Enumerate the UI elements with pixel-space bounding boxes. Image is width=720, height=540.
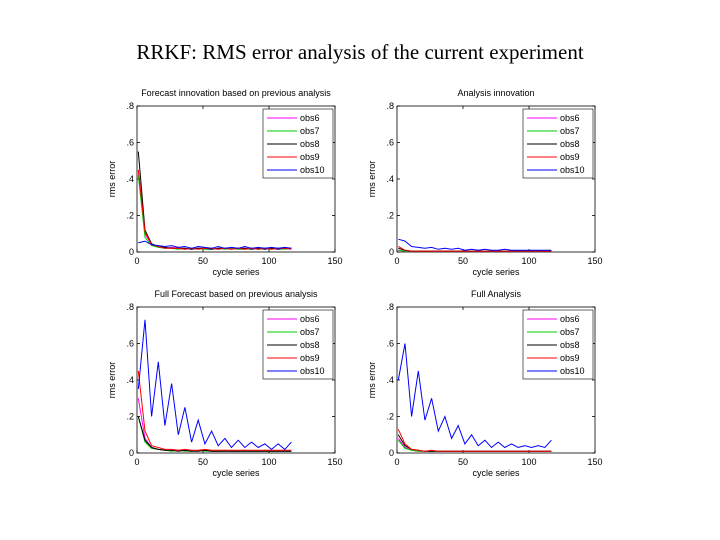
legend-label: obs7 (560, 327, 580, 337)
legend-label: obs7 (560, 126, 580, 136)
chart-panel-4: Full Analysis 0 50 100 150 0 .2 .4 .6 .8 cycle ser… (367, 289, 603, 478)
slide-title: RRKF: RMS error analysis of the current … (136, 40, 584, 64)
legend-label: obs10 (300, 165, 325, 175)
series-line-obs9 (137, 370, 292, 451)
series-line-obs10 (398, 238, 552, 251)
y-tick-label: .2 (386, 412, 394, 422)
series-line-obs10 (137, 319, 292, 451)
legend-label: obs8 (560, 139, 580, 149)
x-tick-label: 50 (458, 457, 468, 467)
y-tick-label: .4 (126, 375, 134, 385)
series-line-obs10 (138, 240, 292, 249)
y-tick-label: 0 (389, 448, 394, 458)
x-tick-label: 150 (327, 256, 342, 266)
y-tick-label: .2 (126, 412, 134, 422)
y-tick-label: .6 (386, 339, 394, 349)
x-tick-label: 100 (521, 256, 536, 266)
y-axis-label: rms error (367, 362, 377, 399)
x-tick-label: 0 (134, 457, 139, 467)
x-tick-label: 100 (261, 457, 276, 467)
x-tick-label: 0 (394, 256, 399, 266)
y-tick-label: .4 (386, 174, 394, 184)
y-tick-label: .2 (126, 211, 134, 221)
y-tick-label: 0 (129, 448, 134, 458)
legend-label: obs7 (300, 126, 320, 136)
legend-box (522, 108, 594, 179)
y-tick-label: .8 (386, 101, 394, 111)
legend-label: obs8 (300, 340, 320, 350)
legend-label: obs10 (560, 165, 585, 175)
chart-panel-3: Full Forecast based on previous analysis… (107, 289, 343, 478)
series-line-obs9 (398, 246, 552, 252)
legend-label: obs9 (300, 353, 320, 363)
x-tick-label: 150 (587, 256, 602, 266)
x-axis-label: cycle series (212, 468, 260, 478)
x-tick-label: 100 (261, 256, 276, 266)
series-line-obs8 (137, 416, 292, 452)
legend-label: obs9 (560, 152, 580, 162)
legend-label: obs8 (560, 340, 580, 350)
legend-label: obs6 (560, 314, 580, 324)
legend-label: obs8 (300, 139, 320, 149)
legend-label: obs9 (560, 353, 580, 363)
legend-label: obs6 (300, 314, 320, 324)
x-tick-label: 50 (458, 256, 468, 266)
y-axis-label: rms error (367, 161, 377, 198)
y-tick-label: .4 (126, 174, 134, 184)
x-tick-label: 0 (134, 256, 139, 266)
y-tick-label: .4 (386, 375, 394, 385)
legend-label: obs9 (300, 152, 320, 162)
y-tick-label: .6 (126, 138, 134, 148)
legend-label: obs10 (300, 366, 325, 376)
y-tick-label: 0 (389, 247, 394, 257)
y-tick-label: 0 (129, 247, 134, 257)
y-tick-label: .8 (126, 101, 134, 111)
legend-label: obs6 (560, 113, 580, 123)
x-tick-label: 100 (521, 457, 536, 467)
chart-title: Full Forecast based on previous analysis (154, 289, 318, 299)
x-tick-label: 50 (198, 256, 208, 266)
x-axis-label: cycle series (212, 267, 260, 277)
chart-title: Analysis innovation (457, 88, 534, 98)
y-tick-label: .8 (386, 302, 394, 312)
x-tick-label: 150 (327, 457, 342, 467)
series-line-obs9 (397, 429, 552, 452)
y-tick-label: .8 (126, 302, 134, 312)
x-axis-label: cycle series (472, 468, 520, 478)
x-tick-label: 50 (198, 457, 208, 467)
legend-label: obs6 (300, 113, 320, 123)
y-tick-label: .2 (386, 211, 394, 221)
x-axis-label: cycle series (472, 267, 520, 277)
y-axis-label: rms error (107, 362, 117, 399)
chart-title: Full Analysis (471, 289, 522, 299)
y-axis-label: rms error (107, 161, 117, 198)
chart-panel-1: Forecast innovation based on previous an… (107, 88, 343, 277)
chart-panel-2: Analysis innovation 0 50 100 150 0 .2 .4 .6 .8 cyc… (367, 88, 603, 277)
chart-title: Forecast innovation based on previous an… (141, 88, 331, 98)
y-tick-label: .6 (386, 138, 394, 148)
y-tick-label: .6 (126, 339, 134, 349)
x-tick-label: 0 (394, 457, 399, 467)
x-tick-label: 150 (587, 457, 602, 467)
legend-label: obs10 (560, 366, 585, 376)
series-line-obs10 (397, 343, 552, 449)
legend-label: obs7 (300, 327, 320, 337)
